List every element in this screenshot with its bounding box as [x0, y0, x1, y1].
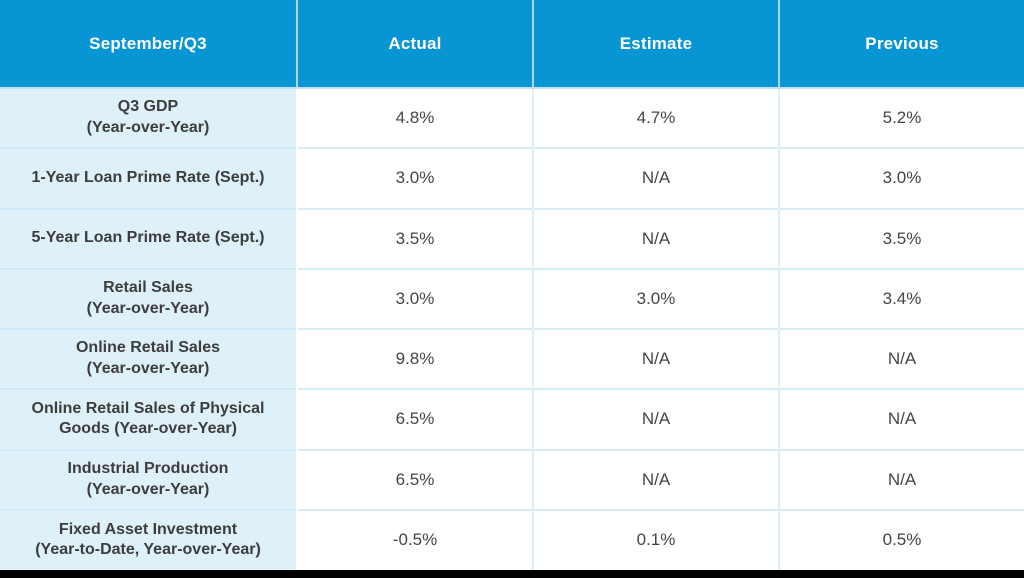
table-header: September/Q3 Actual Estimate Previous: [0, 0, 1024, 89]
actual-cell: 6.5%: [296, 388, 533, 450]
header-cell-estimate: Estimate: [532, 0, 779, 89]
row-label-cell: Q3 GDP (Year-over-Year): [0, 88, 298, 149]
header-row: September/Q3 Actual Estimate Previous: [0, 0, 1024, 89]
previous-cell: N/A: [778, 448, 1024, 510]
actual-cell: 3.0%: [296, 147, 533, 209]
header-cell-actual: Actual: [296, 0, 533, 89]
row-label-cell: Online Retail Sales of Physical Goods (Y…: [0, 388, 298, 450]
previous-cell: 3.4%: [778, 267, 1024, 329]
bottom-edge-bar: [0, 570, 1024, 578]
row-label-cell: Fixed Asset Investment (Year-to-Date, Ye…: [0, 508, 298, 570]
actual-cell: 3.5%: [296, 207, 533, 269]
table-row-retail-sales: Retail Sales (Year-over-Year) 3.0% 3.0% …: [0, 267, 1024, 329]
estimate-cell: N/A: [532, 327, 779, 390]
actual-cell: -0.5%: [296, 508, 533, 570]
estimate-cell: 4.7%: [532, 88, 779, 149]
actual-cell: 3.0%: [296, 267, 533, 329]
previous-cell: 3.0%: [778, 147, 1024, 209]
row-label-cell: 5-Year Loan Prime Rate (Sept.): [0, 207, 298, 269]
previous-cell: N/A: [778, 327, 1024, 390]
estimate-cell: N/A: [532, 448, 779, 510]
row-label-cell: Industrial Production (Year-over-Year): [0, 448, 298, 510]
previous-cell: 5.2%: [778, 88, 1024, 149]
table-row-1yr-lpr: 1-Year Loan Prime Rate (Sept.) 3.0% N/A …: [0, 147, 1024, 209]
previous-cell: 0.5%: [778, 508, 1024, 570]
table-row-fixed-asset-investment: Fixed Asset Investment (Year-to-Date, Ye…: [0, 508, 1024, 570]
row-label-cell: Retail Sales (Year-over-Year): [0, 267, 298, 329]
table-row-q3-gdp: Q3 GDP (Year-over-Year) 4.8% 4.7% 5.2%: [0, 88, 1024, 149]
estimate-cell: 3.0%: [532, 267, 779, 329]
previous-cell: N/A: [778, 388, 1024, 450]
table-row-5yr-lpr: 5-Year Loan Prime Rate (Sept.) 3.5% N/A …: [0, 207, 1024, 269]
estimate-cell: N/A: [532, 207, 779, 269]
row-label-cell: Online Retail Sales (Year-over-Year): [0, 327, 298, 390]
actual-cell: 6.5%: [296, 448, 533, 510]
previous-cell: 3.5%: [778, 207, 1024, 269]
estimate-cell: N/A: [532, 388, 779, 450]
estimate-cell: N/A: [532, 147, 779, 209]
table-row-industrial-production: Industrial Production (Year-over-Year) 6…: [0, 448, 1024, 510]
table-row-online-retail-sales: Online Retail Sales (Year-over-Year) 9.8…: [0, 327, 1024, 390]
row-label-cell: 1-Year Loan Prime Rate (Sept.): [0, 147, 298, 209]
header-cell-period: September/Q3: [0, 0, 297, 89]
estimate-cell: 0.1%: [532, 508, 779, 570]
header-cell-previous: Previous: [778, 0, 1024, 89]
actual-cell: 4.8%: [296, 88, 533, 149]
table-row-online-retail-physical-goods: Online Retail Sales of Physical Goods (Y…: [0, 388, 1024, 450]
actual-cell: 9.8%: [296, 327, 533, 390]
table-body: Q3 GDP (Year-over-Year) 4.8% 4.7% 5.2% 1…: [0, 88, 1024, 570]
